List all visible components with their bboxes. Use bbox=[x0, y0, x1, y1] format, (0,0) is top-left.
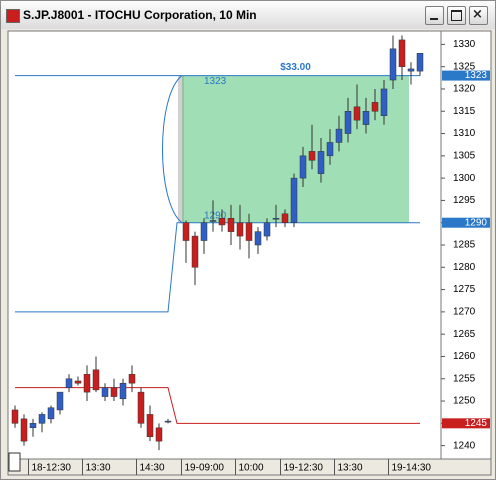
candle-body bbox=[128, 374, 136, 384]
candle-body bbox=[254, 231, 262, 246]
price-axis-area bbox=[440, 30, 492, 460]
close-button[interactable]: × bbox=[469, 6, 488, 25]
candle-body bbox=[38, 414, 46, 424]
candle-body bbox=[200, 222, 208, 241]
chart: 1240 1245 1250 1255 1260 1265 1270 1275 1280 1285… bbox=[7, 30, 492, 476]
candle-body bbox=[29, 423, 37, 429]
y-tick-label: 1310 bbox=[453, 128, 476, 139]
candle-body bbox=[398, 39, 406, 67]
y-tick-label: 1320 bbox=[453, 84, 476, 95]
candle-body bbox=[317, 151, 325, 174]
scroll-box[interactable] bbox=[8, 452, 21, 472]
y-tick-label: 1315 bbox=[453, 106, 476, 117]
x-tick-label: 19-14:30 bbox=[392, 463, 432, 474]
x-tick-label: 19-12:30 bbox=[284, 463, 324, 474]
y-tick-label: 1270 bbox=[453, 307, 476, 318]
candle-body bbox=[371, 102, 379, 112]
candle-body bbox=[308, 151, 316, 161]
candle-body bbox=[74, 380, 82, 384]
y-tick-label: 1295 bbox=[453, 195, 476, 206]
level-line bbox=[15, 387, 420, 424]
candle-body bbox=[272, 218, 280, 220]
y-tick-label: 1325 bbox=[453, 61, 476, 72]
x-tick-label: 18-12:30 bbox=[32, 463, 72, 474]
candle-body bbox=[416, 53, 424, 72]
candle-body bbox=[164, 420, 172, 423]
candle-body bbox=[263, 222, 271, 237]
candle-body bbox=[407, 68, 415, 72]
measure-change: $33.00 bbox=[280, 62, 311, 73]
price-tag-label: 1290 bbox=[465, 217, 488, 228]
price-tag bbox=[442, 418, 490, 429]
y-tick-label: 1240 bbox=[453, 440, 476, 451]
candle-body bbox=[326, 142, 334, 157]
candle-body bbox=[137, 391, 145, 424]
time-axis-area bbox=[7, 458, 492, 476]
candle-body bbox=[389, 48, 397, 81]
candle-body bbox=[290, 177, 298, 223]
measure-shade bbox=[178, 75, 184, 223]
candle-body bbox=[182, 222, 190, 241]
y-tick-label: 1275 bbox=[453, 284, 476, 295]
price-tag-label: 1245 bbox=[465, 418, 488, 429]
maximize-button[interactable] bbox=[447, 6, 466, 25]
x-tick-label: 13:30 bbox=[86, 463, 111, 474]
candle-body bbox=[335, 128, 343, 143]
candle-body bbox=[299, 155, 307, 179]
candle-body bbox=[380, 88, 388, 116]
measure-top-label: 1323 bbox=[204, 76, 227, 87]
candle-body bbox=[11, 409, 19, 424]
candle-body bbox=[65, 378, 73, 388]
y-tick-label: 1285 bbox=[453, 240, 476, 251]
y-tick-label: 1300 bbox=[453, 173, 476, 184]
candle-body bbox=[218, 218, 226, 226]
x-tick-label: 19-09:00 bbox=[185, 463, 225, 474]
window-title: S.JP.J8001 - ITOCHU Corporation, 10 Min bbox=[23, 8, 257, 22]
x-tick-label: 10:00 bbox=[239, 463, 264, 474]
candle-body bbox=[209, 220, 217, 222]
candle-body bbox=[236, 222, 244, 237]
candle-body bbox=[92, 369, 100, 391]
y-tick-label: 1280 bbox=[453, 262, 476, 273]
y-tick-label: 1330 bbox=[453, 39, 476, 50]
candle-body bbox=[119, 382, 127, 400]
y-tick-label: 1260 bbox=[453, 351, 476, 362]
price-tag bbox=[442, 70, 490, 81]
title-bar: S.JP.J8001 - ITOCHU Corporation, 10 Min … bbox=[1, 1, 495, 29]
candle-body bbox=[47, 407, 55, 420]
candle-body bbox=[191, 235, 199, 268]
y-tick-label: 1305 bbox=[453, 150, 476, 161]
price-tag bbox=[442, 217, 490, 228]
candle-body bbox=[281, 213, 289, 223]
x-tick-label: 13:30 bbox=[338, 463, 363, 474]
candle-body bbox=[56, 391, 64, 411]
measure-bracket bbox=[162, 75, 183, 224]
measure-bottom-label: 1290 bbox=[204, 210, 227, 221]
level-line bbox=[15, 222, 420, 313]
candle-body bbox=[83, 374, 91, 393]
y-tick-label: 1250 bbox=[453, 396, 476, 407]
candle-body bbox=[245, 222, 253, 241]
minimize-button[interactable] bbox=[425, 6, 444, 25]
app-icon bbox=[6, 9, 20, 23]
x-tick-label: 14:30 bbox=[140, 463, 165, 474]
y-tick-label: 1255 bbox=[453, 373, 476, 384]
candle-body bbox=[362, 111, 370, 125]
candle-body bbox=[110, 387, 118, 397]
candle-body bbox=[20, 418, 28, 442]
candle-body bbox=[146, 414, 154, 437]
candle-body bbox=[344, 111, 352, 134]
price-tag-label: 1323 bbox=[465, 70, 488, 81]
candle-body bbox=[353, 106, 361, 121]
y-tick-label: 1265 bbox=[453, 329, 476, 340]
candle-body bbox=[155, 427, 163, 442]
candle-body bbox=[101, 387, 109, 397]
candle-body bbox=[227, 218, 235, 232]
